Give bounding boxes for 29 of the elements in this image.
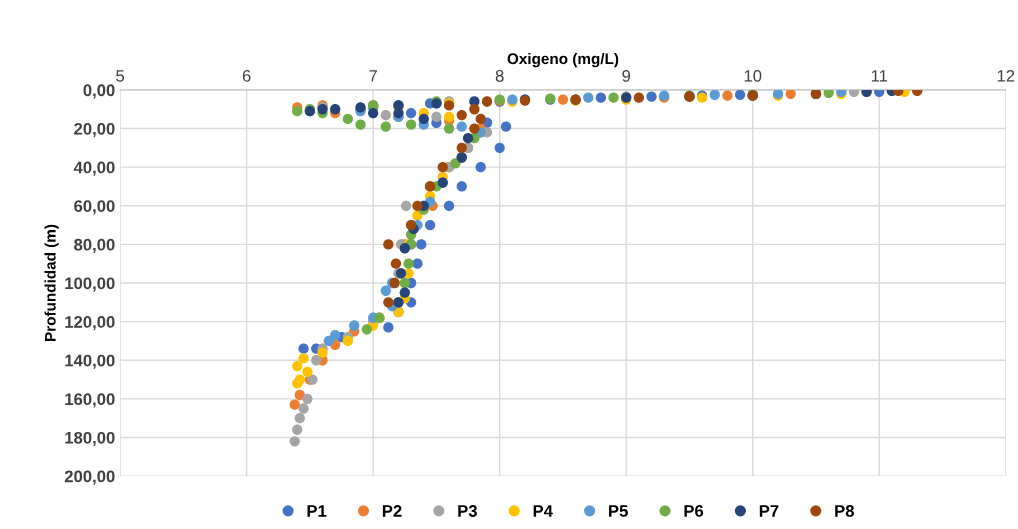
x-tick-label: 12 [997, 69, 1015, 82]
legend-label: P1 [307, 505, 327, 517]
x-tick-label: 8 [495, 69, 504, 82]
x-tick-label: 5 [116, 70, 125, 82]
x-tick-label: 7 [369, 70, 377, 82]
legend-label: P3 [458, 505, 477, 517]
x-tick-label: 6 [242, 69, 251, 82]
y-tick-label: 0,00 [83, 84, 115, 99]
y-tick-label: 80,00 [74, 238, 115, 254]
x-tick-label: 11 [871, 70, 888, 82]
y-tick-label: 60,00 [74, 200, 115, 215]
legend-label: P7 [759, 505, 779, 517]
x-tick-label: 9 [622, 69, 631, 82]
legend-label: P6 [684, 505, 704, 517]
legend-label: P2 [382, 505, 402, 517]
y-tick-label: 160,00 [65, 393, 115, 408]
y-tick-label: 180,00 [65, 431, 115, 447]
legend-label: P5 [609, 505, 628, 517]
x-axis-title: Oxigeno (mg/L) [507, 52, 619, 68]
y-tick-label: 40,00 [73, 161, 115, 176]
y-tick-label: 200,00 [64, 470, 115, 485]
y-tick-label: 120,00 [65, 316, 115, 331]
y-tick-label: 140,00 [65, 354, 115, 369]
y-axis-title: Profundidad (m) [44, 224, 59, 341]
y-tick-label: 20,00 [74, 122, 115, 138]
x-tick-label: 10 [744, 69, 762, 82]
legend-label: P8 [835, 505, 854, 517]
y-tick-label: 100,00 [65, 277, 115, 292]
legend-label: P4 [533, 505, 553, 517]
